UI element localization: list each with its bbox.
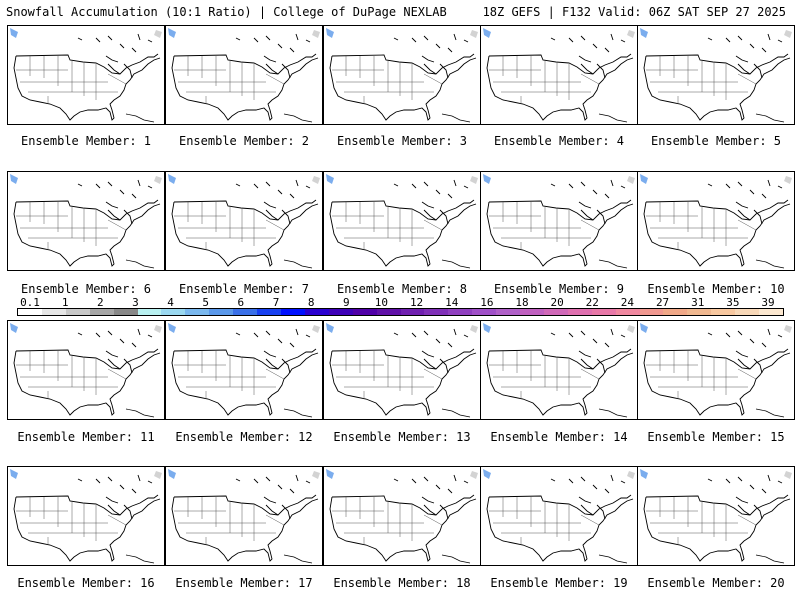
ensemble-member-map	[323, 25, 481, 125]
colorbar-tick-label: 4	[167, 296, 174, 309]
colorbar-tick-label: 6	[237, 296, 245, 309]
colorbar-swatch	[663, 309, 688, 315]
colorbar-tick-label: 27	[655, 296, 670, 309]
colorbar-tick-label: 39	[761, 296, 775, 309]
ensemble-member-label: Ensemble Member: 4	[493, 134, 625, 148]
colorbar-swatch	[567, 309, 592, 315]
colorbar-swatch	[735, 309, 760, 315]
run-valid-info: 18Z GEFS | F132 Valid: 06Z SAT SEP 27 20…	[482, 5, 786, 19]
ensemble-member-label: Ensemble Member: 14	[490, 430, 628, 444]
colorbar-tick-label: 8	[307, 296, 315, 309]
ensemble-member-label: Ensemble Member: 10	[647, 282, 785, 296]
colorbar-tick-label: 18	[515, 296, 529, 309]
colorbar-tick-label: 3	[132, 296, 139, 309]
colorbar-tick-label: 10	[374, 296, 389, 309]
colorbar-tick-label: 24	[620, 296, 635, 309]
ensemble-member-label: Ensemble Member: 8	[336, 282, 468, 296]
ensemble-member-map	[637, 320, 795, 420]
ensemble-member-map	[7, 25, 165, 125]
colorbar-swatch	[520, 309, 544, 315]
ensemble-member-label: Ensemble Member: 7	[178, 282, 310, 296]
snowfall-colorbar	[17, 308, 784, 316]
colorbar-swatch	[639, 309, 664, 315]
colorbar-swatch	[687, 309, 712, 315]
ensemble-member-map	[480, 171, 638, 271]
ensemble-member-map	[165, 25, 323, 125]
colorbar-swatch	[352, 309, 377, 315]
colorbar-swatch	[65, 309, 90, 315]
ensemble-member-map	[323, 320, 481, 420]
colorbar-swatch	[424, 309, 449, 315]
ensemble-member-label: Ensemble Member: 5	[650, 134, 782, 148]
colorbar-swatch	[615, 309, 640, 315]
colorbar-swatch	[591, 309, 616, 315]
ensemble-member-label: Ensemble Member: 13	[333, 430, 471, 444]
ensemble-member-map	[323, 171, 481, 271]
colorbar-swatch	[161, 309, 186, 315]
colorbar-swatch	[257, 309, 281, 315]
colorbar-tick-label: 22	[585, 296, 599, 309]
ensemble-member-label: Ensemble Member: 9	[493, 282, 625, 296]
colorbar-tick-label: 2	[96, 296, 104, 309]
ensemble-member-map	[480, 320, 638, 420]
colorbar-swatch	[400, 309, 425, 315]
colorbar-swatch	[113, 309, 138, 315]
ensemble-member-label: Ensemble Member: 19	[490, 576, 628, 590]
colorbar-tick-label: 14	[445, 296, 459, 309]
colorbar-swatch	[209, 309, 234, 315]
colorbar-tick-label: 9	[342, 296, 350, 309]
ensemble-member-label: Ensemble Member: 11	[17, 430, 155, 444]
colorbar-tick-label: 16	[480, 296, 494, 309]
colorbar-swatch	[496, 309, 521, 315]
colorbar-tick-label: 31	[691, 296, 705, 309]
colorbar-tick-label: 0.1	[20, 296, 40, 309]
colorbar-tick-label: 7	[272, 296, 280, 309]
ensemble-member-label: Ensemble Member: 15	[647, 430, 785, 444]
ensemble-member-label: Ensemble Member: 6	[20, 282, 152, 296]
ensemble-member-map	[165, 171, 323, 271]
ensemble-member-map	[7, 171, 165, 271]
colorbar-swatch	[18, 309, 42, 315]
colorbar-swatch	[233, 309, 258, 315]
colorbar-swatch	[41, 309, 66, 315]
ensemble-member-label: Ensemble Member: 12	[175, 430, 313, 444]
colorbar-swatch	[280, 309, 305, 315]
ensemble-member-map	[165, 320, 323, 420]
colorbar-swatch	[304, 309, 329, 315]
ensemble-member-map	[480, 25, 638, 125]
ensemble-member-label: Ensemble Member: 18	[333, 576, 471, 590]
map-title: Snowfall Accumulation (10:1 Ratio) | Col…	[6, 5, 447, 19]
colorbar-tick-label: 35	[726, 296, 740, 309]
ensemble-member-map	[637, 171, 795, 271]
colorbar-swatch	[185, 309, 210, 315]
colorbar-tick-label: 12	[409, 296, 424, 309]
ensemble-member-map	[637, 466, 795, 566]
ensemble-member-label: Ensemble Member: 3	[336, 134, 468, 148]
colorbar-tick-label: 1	[61, 296, 69, 309]
ensemble-member-map	[7, 320, 165, 420]
colorbar-swatch	[137, 309, 162, 315]
ensemble-member-map	[323, 466, 481, 566]
colorbar-swatch	[759, 309, 783, 315]
colorbar-swatch	[89, 309, 114, 315]
ensemble-member-map	[480, 466, 638, 566]
ensemble-member-map	[165, 466, 323, 566]
ensemble-member-map	[637, 25, 795, 125]
colorbar-swatch	[448, 309, 473, 315]
colorbar-swatch	[328, 309, 353, 315]
colorbar-tick-label: 5	[202, 296, 210, 309]
colorbar-swatch	[543, 309, 568, 315]
ensemble-member-label: Ensemble Member: 17	[175, 576, 313, 590]
colorbar-tick-label: 20	[550, 296, 564, 309]
colorbar-swatch	[472, 309, 497, 315]
colorbar-swatch	[711, 309, 736, 315]
ensemble-member-label: Ensemble Member: 2	[178, 134, 310, 148]
colorbar-swatch	[376, 309, 401, 315]
ensemble-member-label: Ensemble Member: 16	[17, 576, 155, 590]
ensemble-member-label: Ensemble Member: 20	[647, 576, 785, 590]
ensemble-member-label: Ensemble Member: 1	[20, 134, 152, 148]
ensemble-member-map	[7, 466, 165, 566]
